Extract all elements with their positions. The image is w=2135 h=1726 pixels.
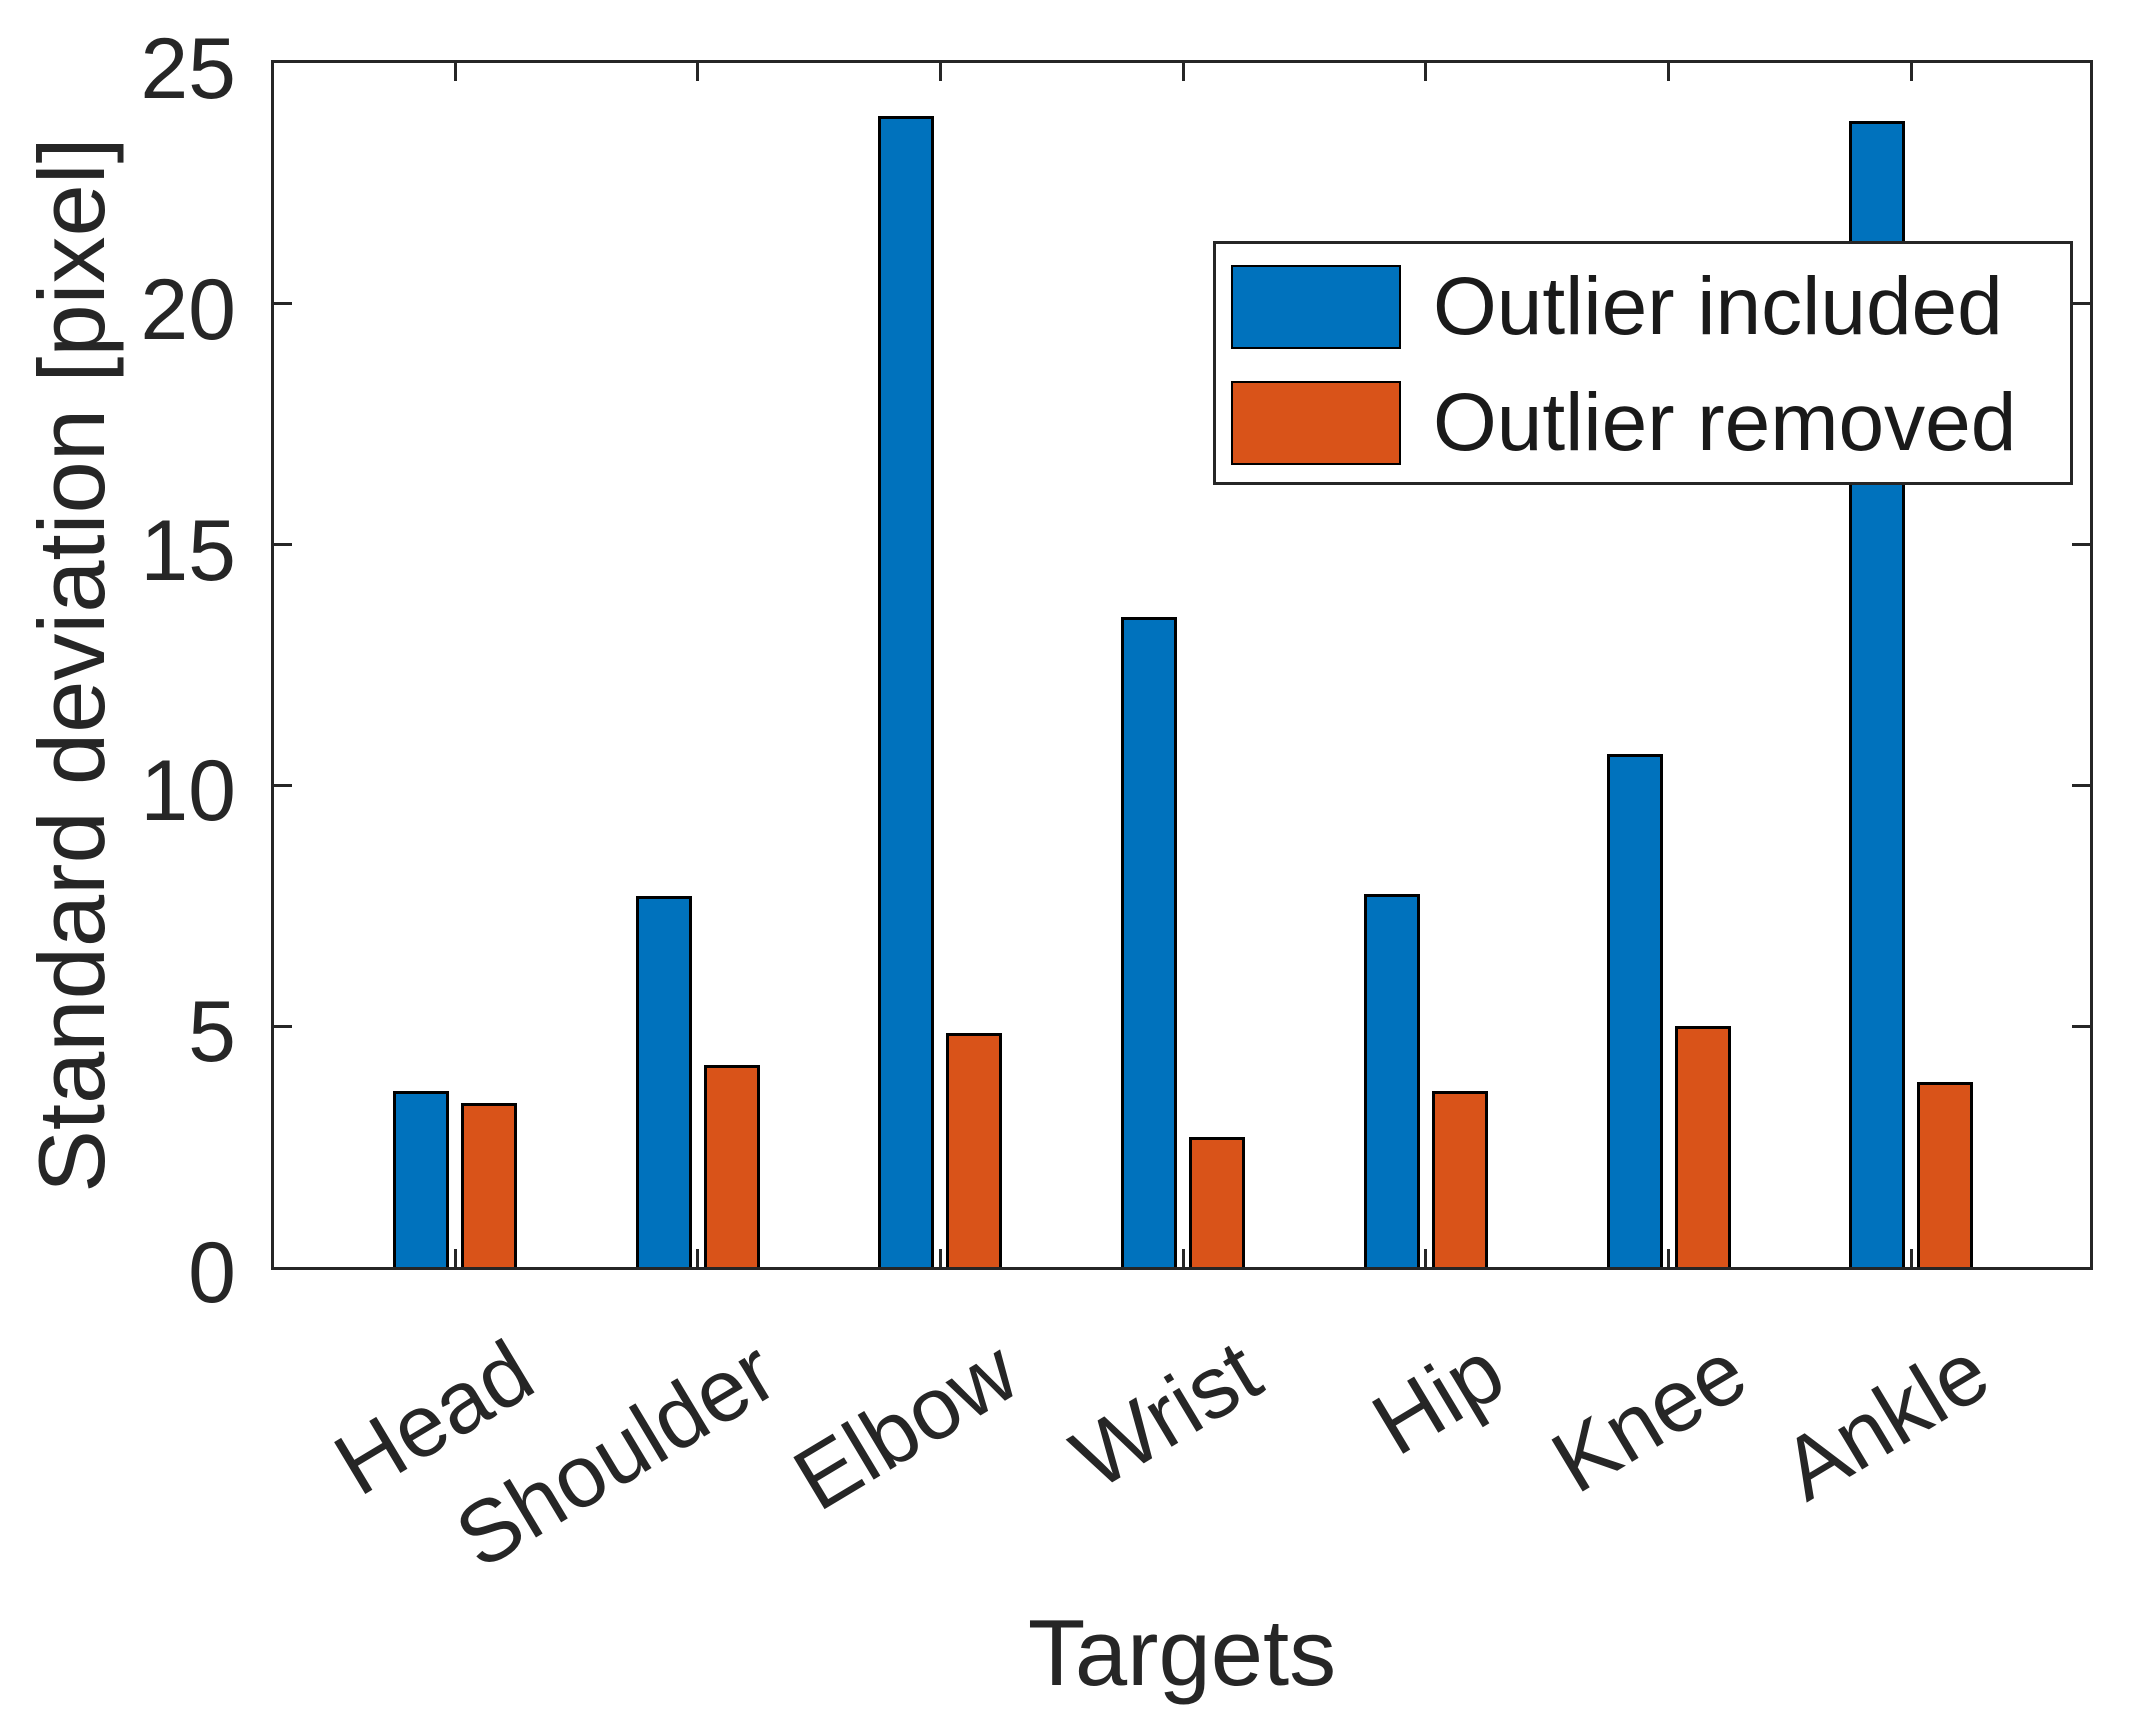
bar-knee-outlier-removed <box>1675 1026 1731 1267</box>
x-tick-top-head <box>454 63 457 81</box>
y-tick-label-text-20: 20 <box>140 262 236 358</box>
x-tick-bottom-head <box>454 1249 457 1267</box>
x-axis-label: Targets <box>1027 1600 1337 1705</box>
y-tick-label-text-15: 15 <box>140 503 236 599</box>
y-tick-right-10 <box>2072 784 2090 787</box>
x-tick-top-ankle <box>1910 63 1913 81</box>
bar-knee-outlier-included <box>1607 754 1663 1267</box>
y-tick-label-text-10: 10 <box>140 743 236 839</box>
x-tick-label-text-knee: Knee <box>1535 1320 1763 1512</box>
x-tick-top-wrist <box>1182 63 1185 81</box>
legend-swatch-outlier-removed <box>1231 381 1401 465</box>
bar-head-outlier-included <box>393 1091 449 1267</box>
legend: Outlier included Outlier removed <box>1213 241 2073 485</box>
x-tick-top-knee <box>1667 63 1670 81</box>
bar-head-outlier-removed <box>461 1103 517 1267</box>
bar-hip-outlier-removed <box>1432 1091 1488 1267</box>
x-tick-label-text-hip: Hip <box>1355 1320 1520 1474</box>
y-tick-label-text-0: 0 <box>188 1225 236 1321</box>
bar-shoulder-outlier-included <box>636 896 692 1267</box>
y-tick-right-5 <box>2072 1025 2090 1028</box>
y-tick-right-20 <box>2072 302 2090 305</box>
legend-label-outlier-included: Outlier included <box>1433 261 2003 352</box>
x-tick-top-hip <box>1424 63 1427 81</box>
legend-label-outlier-removed: Outlier removed <box>1433 377 2017 468</box>
bar-wrist-outlier-removed <box>1189 1137 1245 1267</box>
y-tick-label-text-25: 25 <box>140 21 236 117</box>
x-tick-bottom-wrist <box>1182 1249 1185 1267</box>
y-tick-left-20 <box>274 302 292 305</box>
x-tick-label-text-wrist: Wrist <box>1055 1320 1277 1509</box>
x-tick-bottom-shoulder <box>696 1249 699 1267</box>
bar-elbow-outlier-included <box>878 116 934 1267</box>
y-tick-left-5 <box>274 1025 292 1028</box>
bar-shoulder-outlier-removed <box>704 1065 760 1267</box>
legend-item-outlier-removed: Outlier removed <box>1231 381 2016 465</box>
x-tick-bottom-ankle <box>1910 1249 1913 1267</box>
y-tick-right-15 <box>2072 543 2090 546</box>
x-tick-bottom-elbow <box>939 1249 942 1267</box>
x-tick-top-shoulder <box>696 63 699 81</box>
y-tick-left-15 <box>274 543 292 546</box>
legend-item-outlier-included: Outlier included <box>1231 265 2003 349</box>
y-tick-label-text-5: 5 <box>188 984 236 1080</box>
bar-ankle-outlier-removed <box>1917 1082 1973 1267</box>
y-axis-label: Standard deviation [pixel] <box>19 137 124 1193</box>
x-tick-label-text-elbow: Elbow <box>777 1320 1034 1530</box>
x-tick-bottom-hip <box>1424 1249 1427 1267</box>
x-tick-top-elbow <box>939 63 942 81</box>
bar-wrist-outlier-included <box>1121 617 1177 1267</box>
x-tick-bottom-knee <box>1667 1249 1670 1267</box>
x-tick-label-text-ankle: Ankle <box>1765 1320 2005 1520</box>
legend-swatch-outlier-included <box>1231 265 1401 349</box>
bar-hip-outlier-included <box>1364 894 1420 1267</box>
bar-elbow-outlier-removed <box>946 1033 1002 1267</box>
y-tick-left-10 <box>274 784 292 787</box>
